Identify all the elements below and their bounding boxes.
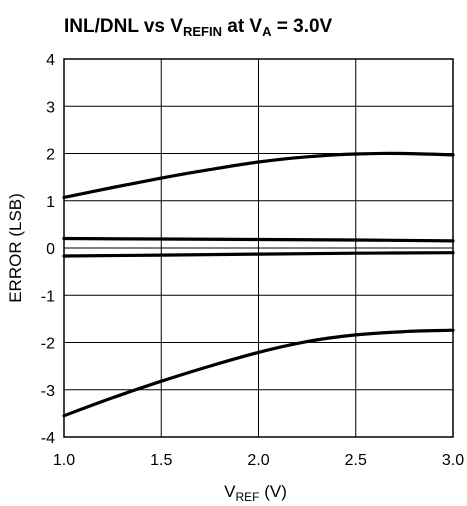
x-tick-label: 1.5 xyxy=(150,452,172,469)
x-axis-label-main: V xyxy=(224,482,236,501)
series-layer xyxy=(62,151,455,418)
x-axis-label-tail: (V) xyxy=(259,482,286,501)
x-axis-label: VREF (V) xyxy=(224,482,287,504)
y-tick-label: 4 xyxy=(46,52,55,69)
chart-title-sub1: REFIN xyxy=(183,24,222,39)
y-tick-label: 1 xyxy=(46,194,55,211)
x-axis-label-sub: REF xyxy=(235,490,259,504)
grid xyxy=(63,58,454,438)
y-axis-label: ERROR (LSB) xyxy=(6,193,25,303)
chart-title: INL/DNL vs VREFIN at VA = 3.0V xyxy=(64,16,333,39)
y-tick-label: -3 xyxy=(41,383,55,400)
chart-title-main: INL/DNL vs V xyxy=(64,16,183,37)
y-tick-label: -1 xyxy=(41,288,55,305)
y-tick-label: 3 xyxy=(46,99,55,116)
x-tick-label: 1.0 xyxy=(53,452,75,469)
tick-labels: -4 -3 -2 -1 0 1 2 3 4 1.0 1.5 2.0 2.5 3.0 xyxy=(41,52,464,469)
y-tick-label: -2 xyxy=(41,336,55,353)
x-tick-label: 2.5 xyxy=(345,452,367,469)
x-tick-label: 2.0 xyxy=(247,452,269,469)
chart-title-tail: = 3.0V xyxy=(271,16,332,37)
plot-frame xyxy=(63,58,454,438)
x-tick-label: 3.0 xyxy=(442,452,464,469)
series-line-2 xyxy=(62,236,455,243)
series-line-1 xyxy=(62,151,455,199)
y-tick-label: -4 xyxy=(41,430,55,447)
chart-title-sub2: A xyxy=(262,24,272,39)
series-line-3 xyxy=(62,251,455,258)
y-tick-label: 0 xyxy=(46,241,55,258)
y-tick-label: 2 xyxy=(46,147,55,164)
series-line-4 xyxy=(62,328,455,418)
chart-title-mid: at V xyxy=(222,16,262,37)
